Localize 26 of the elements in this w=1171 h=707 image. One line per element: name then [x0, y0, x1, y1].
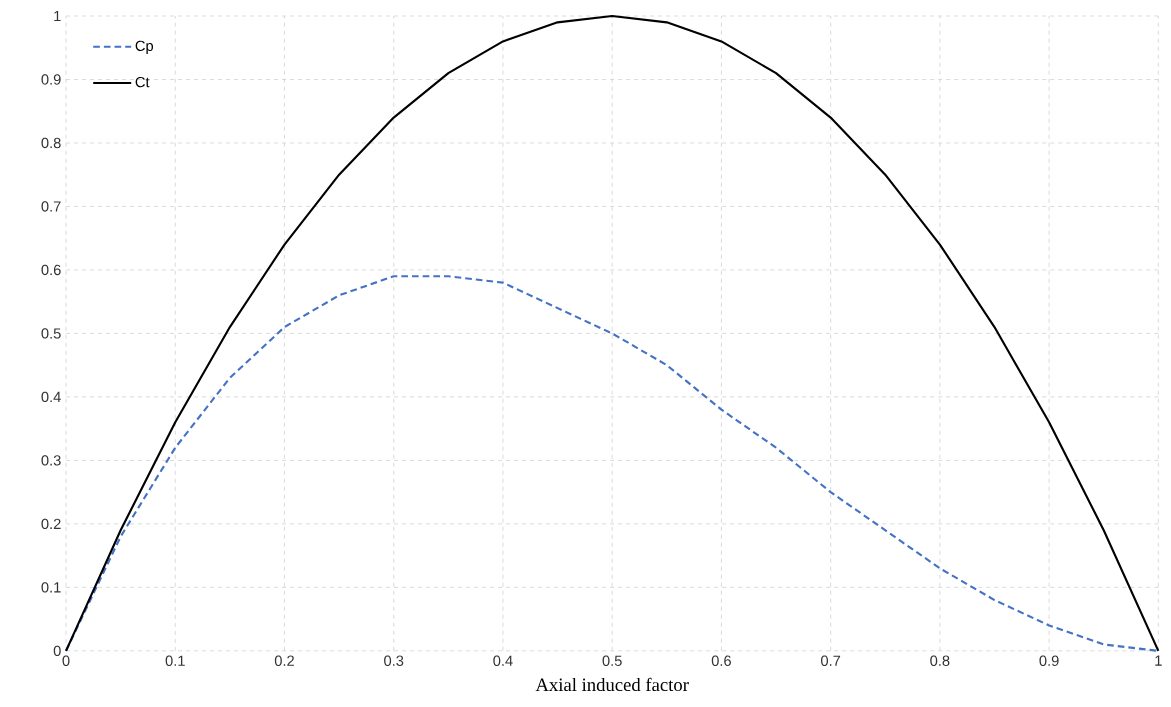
y-tick-label: 0.4 [41, 391, 61, 403]
y-tick-label: 0.5 [41, 328, 61, 339]
x-tick-label: 0.2 [274, 655, 294, 667]
x-tick-label: 0.4 [493, 655, 513, 667]
y-tick-label: 0.1 [41, 582, 61, 593]
y-tick-label: 0.8 [41, 137, 61, 149]
x-tick-label: 0.8 [930, 655, 950, 667]
x-tick-label: 0.7 [821, 655, 841, 667]
y-tick-label: 0.6 [41, 264, 61, 276]
legend-label: Ct [135, 76, 150, 88]
line-series [64, 14, 1160, 652]
x-tick-label: 0.1 [165, 655, 185, 667]
legend-label: Cp [135, 40, 154, 54]
x-tick-label: 0.3 [384, 655, 404, 667]
y-tick-label: 0.3 [41, 455, 61, 466]
x-tick-label: 0 [62, 655, 70, 667]
y-tick-label: 0.7 [41, 201, 61, 212]
y-tick-label: 0.9 [41, 74, 61, 85]
x-tick-label: 1 [1155, 655, 1162, 666]
y-tick-label: 1 [54, 11, 61, 22]
y-tick-label: 0.2 [41, 518, 61, 530]
x-tick-label: 0.6 [711, 655, 731, 667]
x-tick-label: 0.9 [1039, 655, 1059, 667]
x-axis-title: Axial induced factor [535, 677, 689, 692]
x-tick-label: 0.5 [602, 655, 622, 667]
y-tick-label: 0 [53, 645, 61, 657]
